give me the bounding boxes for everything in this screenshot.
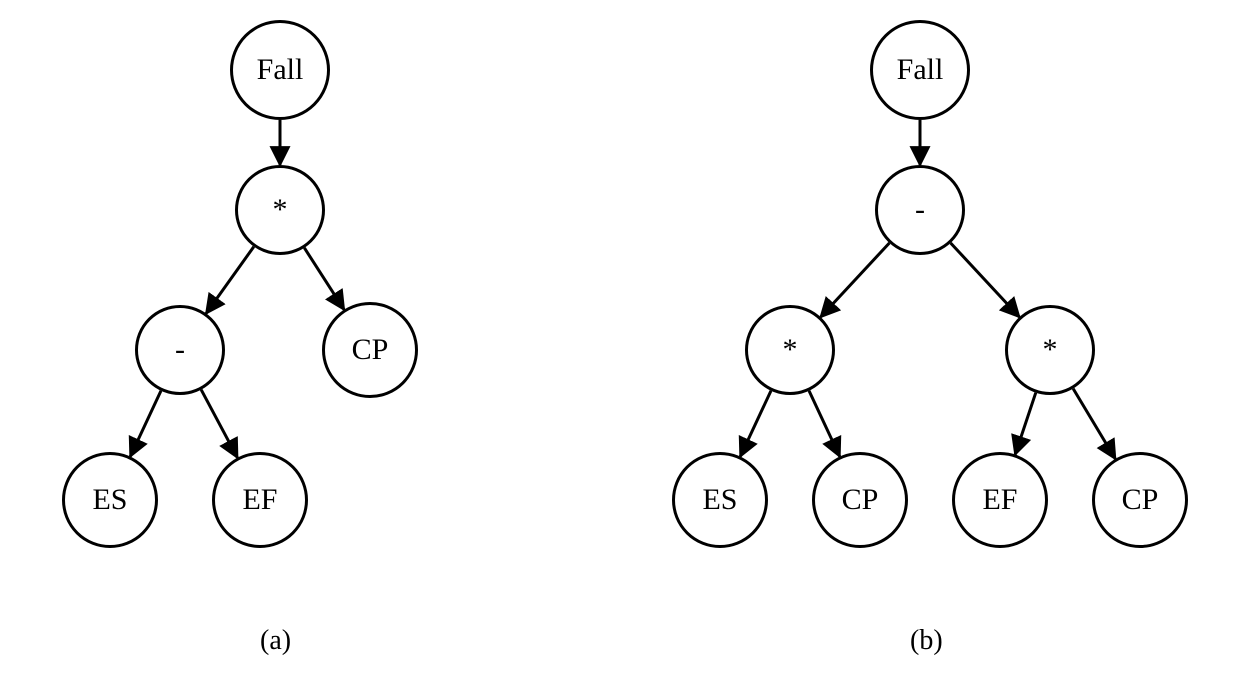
edge-minus-star2 [951, 243, 1020, 317]
node-star: * [235, 165, 325, 255]
node-fall: Fall [870, 20, 970, 120]
node-star2: * [1005, 305, 1095, 395]
edge-star1-es [740, 391, 771, 457]
node-fall: Fall [230, 20, 330, 120]
edge-star1-cp1 [809, 391, 840, 457]
node-ef: EF [952, 452, 1048, 548]
edge-star2-ef [1015, 393, 1036, 455]
edge-star2-cp2 [1073, 389, 1115, 459]
edge-minus-star1 [821, 243, 890, 317]
node-ef: EF [212, 452, 308, 548]
caption-b: (b) [910, 625, 943, 657]
node-es: ES [672, 452, 768, 548]
node-minus: - [875, 165, 965, 255]
node-minus: - [135, 305, 225, 395]
edge-star-cp [304, 248, 344, 310]
node-cp1: CP [812, 452, 908, 548]
caption-a: (a) [260, 625, 291, 657]
node-star1: * [745, 305, 835, 395]
edge-minus-es [130, 391, 161, 457]
node-cp: CP [322, 302, 418, 398]
node-cp2: CP [1092, 452, 1188, 548]
edge-star-minus [206, 247, 254, 314]
node-es: ES [62, 452, 158, 548]
edge-minus-ef [201, 390, 237, 458]
